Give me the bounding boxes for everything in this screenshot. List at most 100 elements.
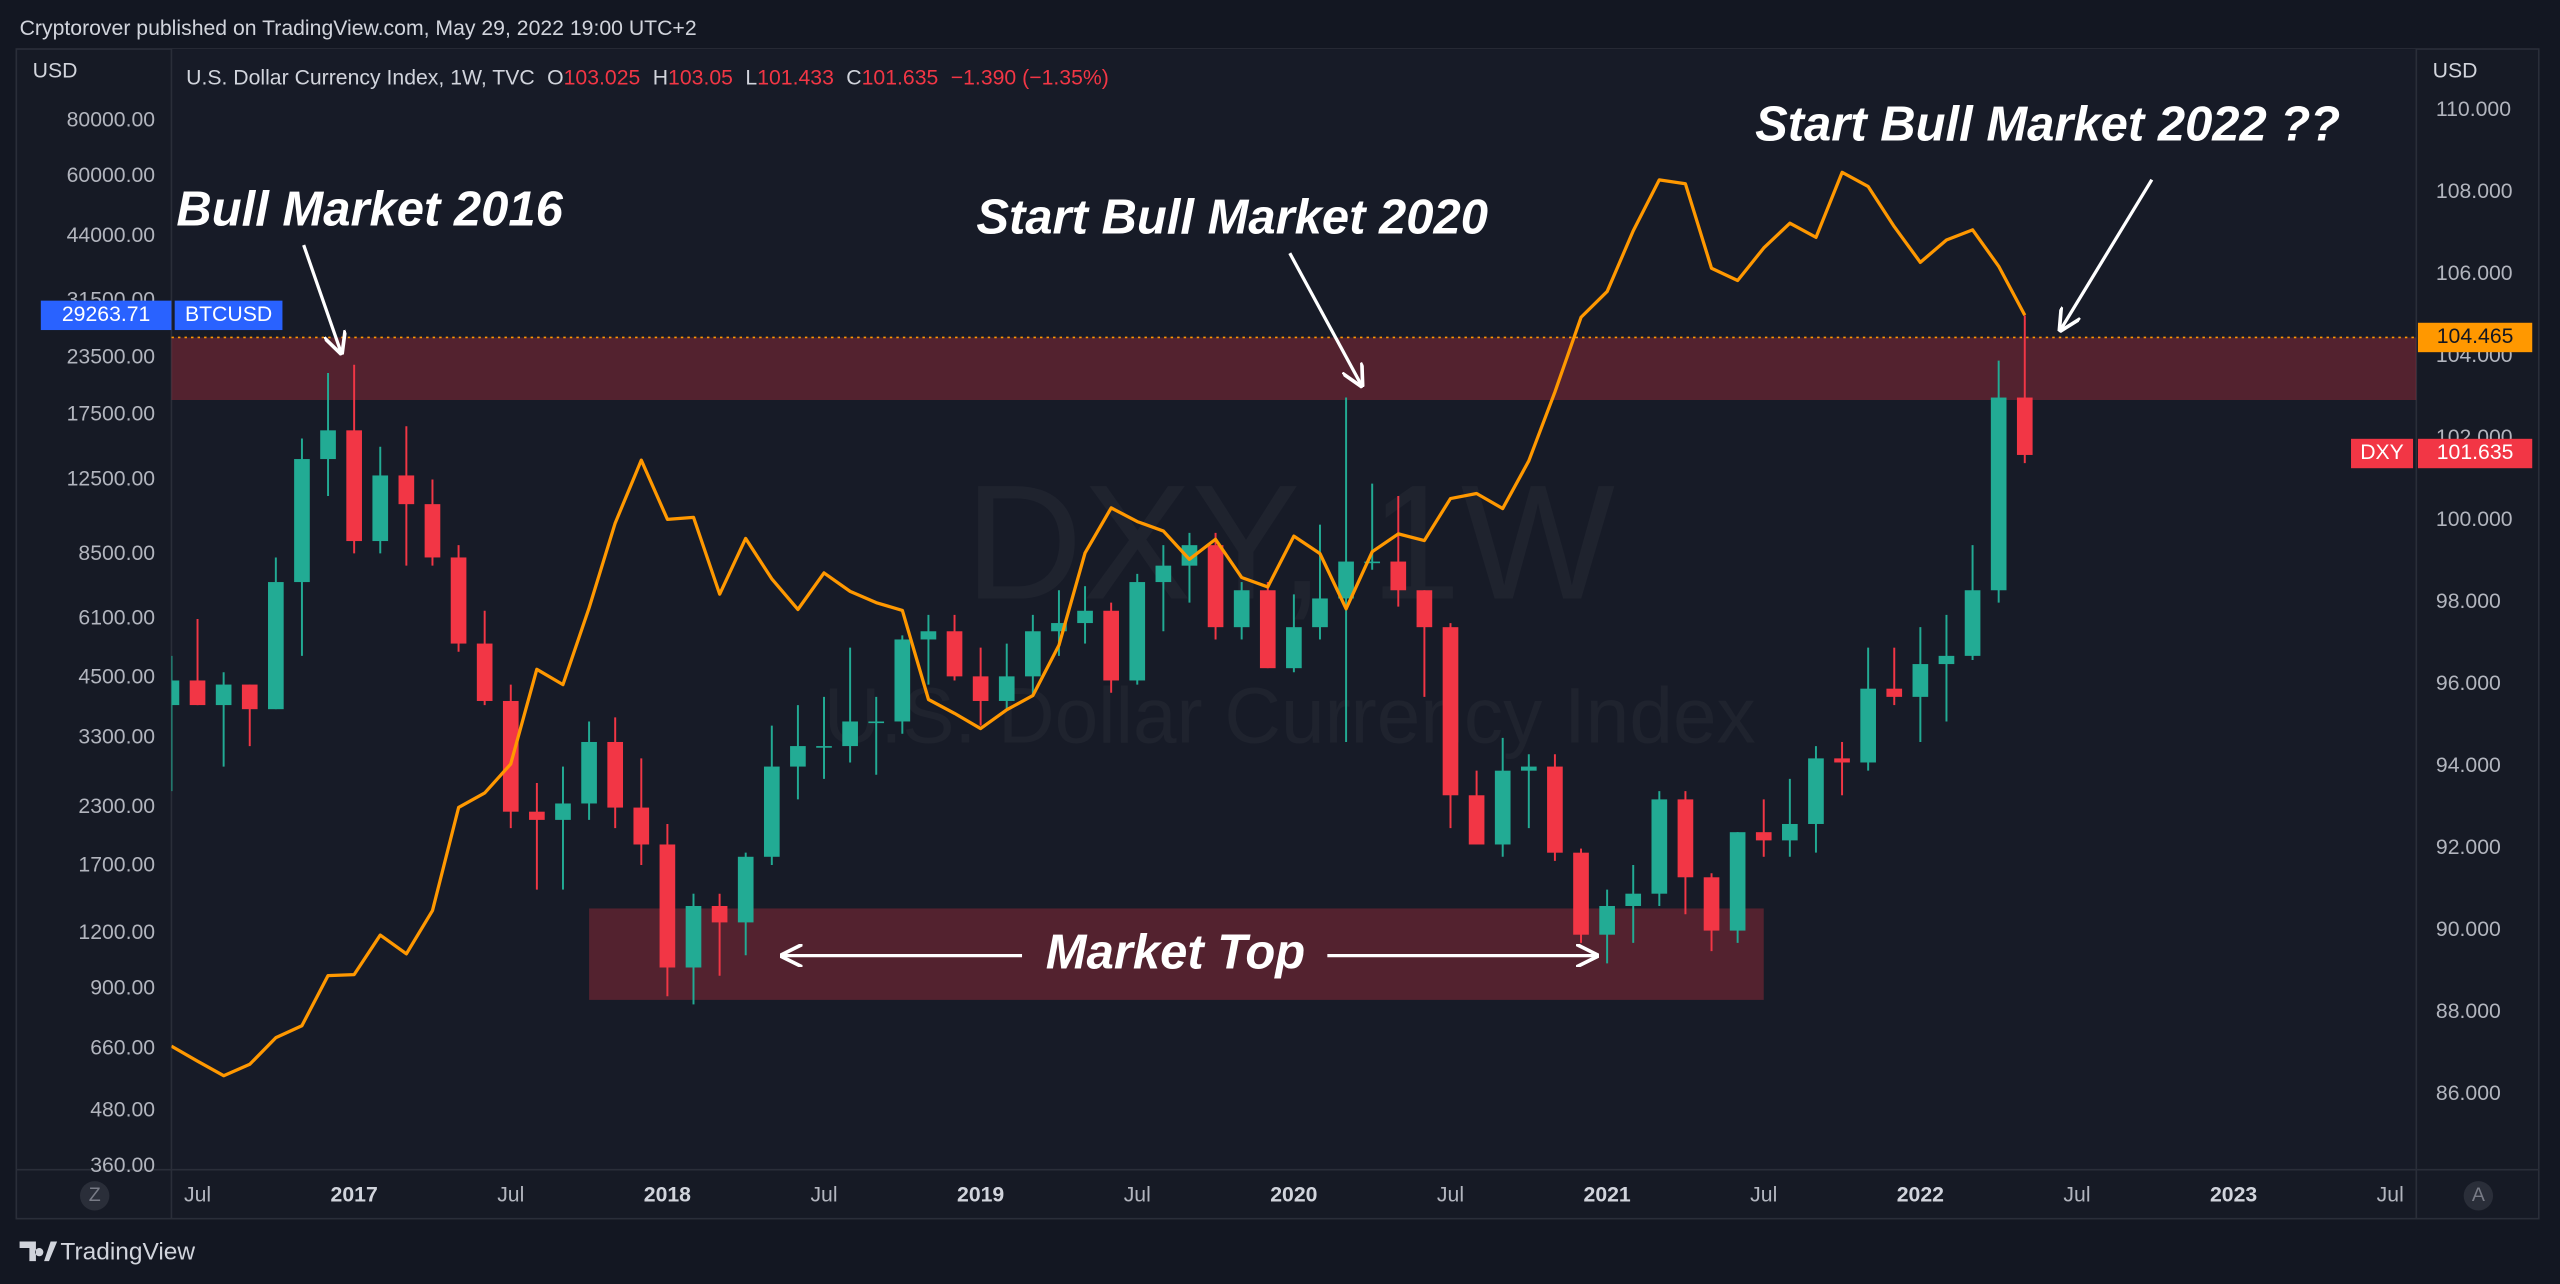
annotation: Start Bull Market 2022 ?? [1755, 97, 2340, 151]
candle-body [1364, 561, 1381, 564]
y2-tick-label: 100.000 [2436, 508, 2513, 531]
candle-body [268, 582, 284, 710]
candle-body [1416, 590, 1433, 628]
legend-change: −1.390 [951, 66, 1016, 89]
candle-body [711, 905, 728, 923]
candle-body [1547, 766, 1563, 853]
annotation-arrow [1288, 252, 1362, 385]
series-name-label: BTCUSD [185, 303, 272, 326]
x-tick-label: Jul [1750, 1183, 1777, 1206]
candle-body [529, 811, 545, 820]
y-tick-label: 60000.00 [67, 164, 155, 187]
candle-body [189, 680, 206, 706]
candle-body [1703, 877, 1720, 931]
candle-body [685, 905, 702, 968]
y-tick-label: 23500.00 [67, 345, 155, 368]
candle-body [894, 639, 911, 722]
z-button-bg[interactable] [80, 1181, 110, 1211]
candle-body [1312, 598, 1328, 628]
candle-body [581, 741, 597, 804]
candle-body [1729, 832, 1746, 931]
candle-body [1155, 565, 1172, 583]
zone [171, 337, 2417, 401]
x-tick-label: Jul [497, 1183, 524, 1206]
y-tick-label: 3300.00 [78, 725, 155, 748]
candle-body [972, 676, 989, 701]
x-tick-label: Jul [2377, 1183, 2404, 1206]
z-button-label[interactable]: Z [89, 1184, 101, 1206]
legend-change-pct: (−1.35%) [1022, 66, 1109, 89]
y2-tick-label: 98.000 [2436, 590, 2501, 613]
annotation: Start Bull Market 2020 [976, 190, 1488, 244]
y-tick-label: 660.00 [90, 1037, 155, 1060]
candle-body [633, 807, 650, 845]
y2-tick-label: 88.000 [2436, 1000, 2501, 1023]
x-tick-label: 2019 [957, 1183, 1004, 1206]
a-button[interactable]: A [2463, 1181, 2494, 1211]
footer-brand: TradingView [60, 1238, 195, 1265]
candle-body [1964, 590, 1981, 656]
candle-body [1755, 832, 1772, 841]
candle-body [1103, 610, 1119, 681]
zones [171, 337, 2417, 1000]
candle-body [1442, 627, 1459, 796]
z-button[interactable]: Z [80, 1181, 110, 1211]
candle-body [476, 643, 493, 701]
candle-body [1938, 655, 1955, 665]
y2-tick-label: 106.000 [2436, 262, 2513, 285]
candle-body [215, 684, 232, 706]
candle-body [1025, 631, 1041, 677]
y-tick-label: 360.00 [90, 1154, 155, 1177]
series-name-tag [174, 300, 283, 331]
candle-body [1651, 799, 1668, 894]
y2-tick-label: 108.000 [2436, 180, 2513, 203]
candle-body [1494, 770, 1511, 845]
candle-body [1181, 545, 1198, 566]
candle-body [1129, 582, 1146, 681]
candle-body [1207, 545, 1224, 628]
a-button-label[interactable]: A [2472, 1184, 2486, 1206]
legend-o: O [547, 66, 564, 89]
candle-body [1886, 688, 1903, 697]
y2-tick-label: 94.000 [2436, 754, 2501, 777]
annotation: Market Top [1046, 926, 1305, 980]
y2-tick-label: 90.000 [2436, 918, 2501, 941]
y-tick-label: 12500.00 [67, 468, 155, 491]
x-tick-label: Jul [2063, 1183, 2090, 1206]
price-tags: 104.465 101.635 DXY 29263.71 BTCUSD [40, 300, 2533, 469]
annotation: Bull Market 2016 [176, 182, 563, 236]
candle-body [1599, 905, 1615, 935]
x-tick-label: Jul [1437, 1183, 1464, 1206]
candle-body [946, 631, 963, 677]
series-name-tag [2351, 438, 2414, 469]
candle-body [502, 700, 519, 812]
candle-body [294, 459, 310, 583]
y-tick-label: 1700.00 [78, 854, 155, 877]
series-legend: U.S. Dollar Currency Index, 1W, TVC O103… [186, 66, 1109, 89]
candle-body [2016, 397, 2033, 455]
y-tick-label: 480.00 [90, 1098, 155, 1121]
candle-body [346, 430, 362, 542]
candle-body [171, 680, 180, 706]
x-tick-label: Jul [810, 1183, 837, 1206]
legend-open: 103.025 [564, 66, 641, 89]
axes: 360.00 480.00 660.00 900.00 1200.00 1700.00 23… [67, 98, 2513, 1206]
legend-l: L [745, 66, 757, 89]
x-tick-label: Jul [184, 1183, 211, 1206]
candle-body [998, 676, 1015, 701]
legend-high: 103.05 [668, 66, 733, 89]
candle-body [763, 766, 780, 857]
candle-body [1233, 590, 1250, 628]
candle-body [1259, 590, 1276, 669]
annotation-arrow [2060, 178, 2154, 330]
candle-body [790, 746, 806, 767]
y-tick-label: 1200.00 [78, 921, 155, 944]
level-tag [2417, 322, 2533, 353]
a-button-bg[interactable] [2463, 1181, 2494, 1211]
legend-title: U.S. Dollar Currency Index, 1W, TVC [186, 66, 535, 89]
candle-body [1912, 664, 1929, 697]
candle-body [1338, 561, 1354, 599]
candle-body [1677, 799, 1694, 878]
y2-unit: USD [2433, 59, 2478, 82]
